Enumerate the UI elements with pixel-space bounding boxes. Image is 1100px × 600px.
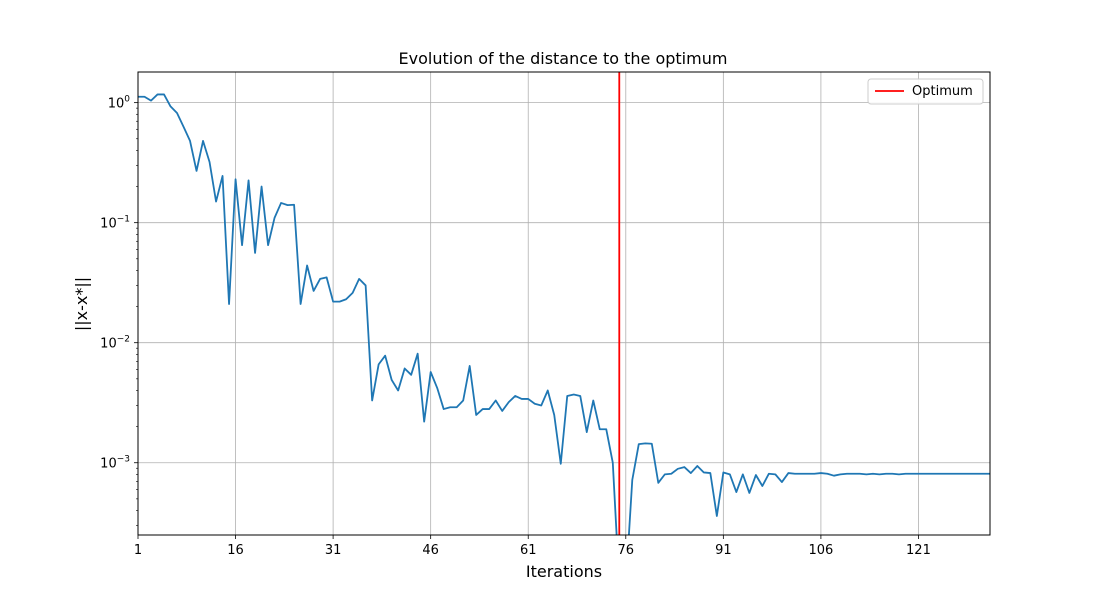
grid: [137, 72, 990, 535]
y-tick-exponent: −2: [117, 335, 130, 345]
y-tick-exponent: −3: [117, 455, 130, 465]
chart-title: Evolution of the distance to the optimum: [399, 49, 728, 68]
x-tick-label: 106: [808, 543, 833, 558]
legend: Optimum: [867, 78, 984, 105]
x-tick-label: 31: [325, 543, 342, 558]
x-axis-label: Iterations: [526, 562, 602, 581]
x-tick-label: 46: [422, 543, 439, 558]
y-tick-exponent: −1: [117, 215, 130, 225]
y-axis-label: ||x-x*||: [72, 277, 91, 331]
plot-lines: [138, 72, 990, 535]
x-tick-label: 61: [520, 543, 537, 558]
x-ticks: 1 16 31 46 61 76 91 106 121: [134, 535, 931, 558]
x-tick-label: 1: [134, 543, 142, 558]
x-tick-label: 16: [227, 543, 244, 558]
legend-box: [867, 78, 984, 105]
y-tick-exponent: 0: [124, 95, 130, 105]
x-tick-label: 121: [906, 543, 931, 558]
axes-frame: [137, 71, 991, 536]
x-tick-label: 91: [715, 543, 732, 558]
x-tick-label: 76: [618, 543, 635, 558]
legend-label-optimum: Optimum: [912, 84, 973, 99]
distance-series-line: [138, 93, 990, 535]
